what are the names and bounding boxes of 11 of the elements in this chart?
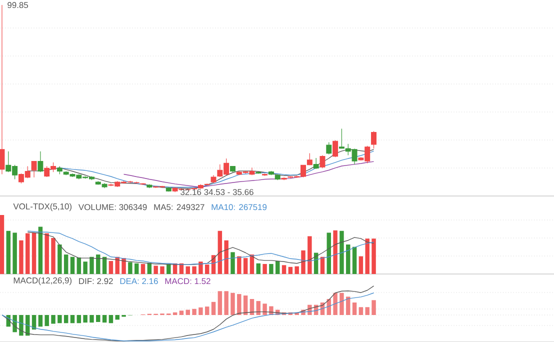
- text: MA10: 267519: [212, 204, 267, 210]
- annotation: 34.53 - 35.66: [204, 189, 254, 196]
- text: MA5: 249327: [154, 204, 204, 210]
- text: DEA: 2.16: [120, 278, 158, 284]
- annotation: 32.16: [180, 189, 202, 196]
- text: DIF: 2.92: [79, 278, 113, 284]
- chart-title: VOL-TDX(5,10): [13, 203, 72, 212]
- series-label: MACD: 1.52: [165, 278, 210, 284]
- annotation: 99.85: [8, 2, 28, 8]
- text: VOLUME: 306349: [78, 204, 147, 210]
- chart-title: MACD(12,26,9): [14, 277, 72, 286]
